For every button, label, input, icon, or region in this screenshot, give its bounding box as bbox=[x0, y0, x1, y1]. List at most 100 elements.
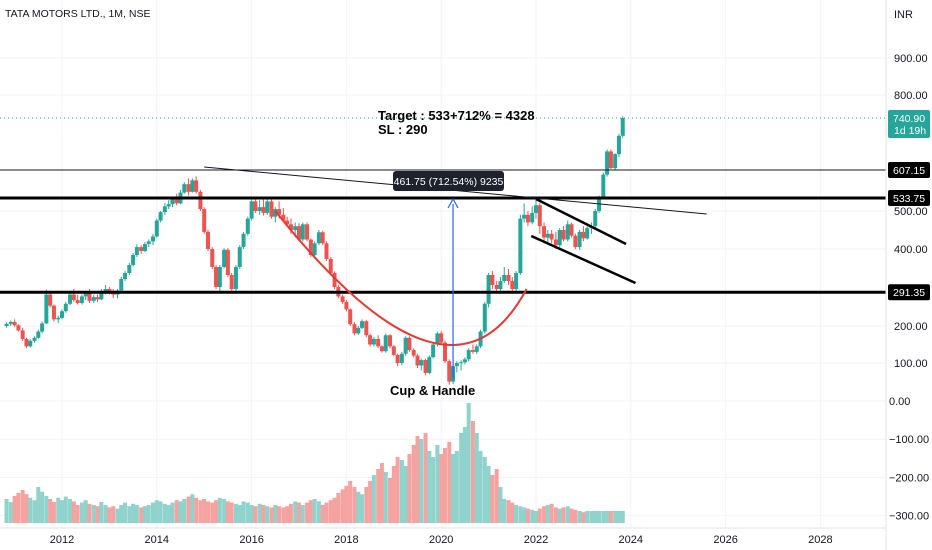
y-axis-ticks: 900.00 800.00 500.00 400.00 200.00 100.00 0.00… bbox=[889, 53, 929, 523]
osc-tick-label: −100.00 bbox=[889, 434, 929, 446]
candle-body bbox=[498, 281, 503, 289]
volume-bar bbox=[60, 500, 64, 523]
volume-bar bbox=[553, 507, 558, 523]
volume-bar bbox=[119, 505, 124, 523]
target-annotation: Target : 533+712% = 4328 bbox=[378, 108, 535, 123]
volume-bar bbox=[601, 511, 606, 523]
volume-bar bbox=[498, 487, 503, 523]
candle-body bbox=[60, 311, 64, 318]
candle-body bbox=[4, 323, 9, 326]
volume-bar bbox=[134, 505, 139, 523]
volume-bar bbox=[388, 478, 393, 523]
volume-bar bbox=[178, 501, 183, 523]
y-tick-label: 100.00 bbox=[894, 358, 928, 370]
level-label-bg bbox=[888, 284, 930, 301]
volume-bar bbox=[68, 499, 73, 523]
y-tick-label: 200.00 bbox=[894, 321, 928, 333]
candle-body bbox=[320, 232, 325, 244]
candle-series bbox=[4, 116, 625, 385]
candle-body bbox=[249, 201, 254, 219]
volume-bar bbox=[545, 505, 550, 523]
candle-body bbox=[241, 233, 246, 248]
x-axis-ticks: 2012 2014 2016 2018 2020 2022 2024 2026 2028 bbox=[50, 534, 833, 546]
volume-bar bbox=[514, 505, 519, 523]
candle-body bbox=[95, 297, 100, 300]
candle-body bbox=[281, 214, 286, 221]
volume-series bbox=[4, 403, 625, 523]
volume-bar bbox=[530, 509, 535, 523]
candle-body bbox=[166, 204, 171, 207]
candle-body bbox=[233, 267, 238, 289]
candle-body bbox=[514, 273, 519, 289]
volume-bar bbox=[565, 506, 570, 523]
volume-bar bbox=[51, 502, 56, 523]
volume-bar bbox=[32, 500, 37, 523]
volume-bar bbox=[261, 505, 266, 523]
candle-body bbox=[518, 218, 523, 273]
candle-body bbox=[186, 184, 191, 192]
volume-bar bbox=[83, 500, 88, 523]
volume-bar bbox=[415, 436, 420, 523]
volume-bar bbox=[237, 505, 242, 523]
candle-body bbox=[348, 309, 353, 325]
volume-bar bbox=[352, 487, 357, 523]
candle-body bbox=[190, 180, 195, 192]
candle-body bbox=[36, 331, 41, 338]
volume-bar bbox=[332, 497, 337, 523]
volume-bar bbox=[478, 451, 483, 523]
volume-bar bbox=[8, 502, 13, 523]
candle-body bbox=[553, 239, 558, 246]
y-tick-label: 900.00 bbox=[894, 53, 928, 65]
volume-bar bbox=[312, 499, 317, 523]
candle-body bbox=[205, 231, 210, 249]
volume-bar bbox=[494, 469, 499, 523]
candle-body bbox=[300, 224, 305, 240]
y-tick-label: 500.00 bbox=[894, 206, 928, 218]
osc-tick-label: −200.00 bbox=[889, 472, 929, 484]
x-tick-label: 2018 bbox=[334, 534, 358, 546]
volume-bar bbox=[324, 502, 329, 523]
volume-bar bbox=[442, 448, 447, 523]
volume-bar bbox=[63, 496, 68, 523]
candle-body bbox=[293, 226, 298, 230]
volume-bar bbox=[510, 502, 515, 523]
volume-bar bbox=[111, 506, 116, 523]
volume-bar bbox=[127, 506, 132, 523]
currency-label[interactable]: INR bbox=[894, 9, 913, 21]
volume-bar bbox=[194, 497, 199, 523]
candle-body bbox=[285, 220, 290, 225]
volume-bar bbox=[146, 505, 151, 523]
volume-bar bbox=[225, 501, 230, 523]
volume-bar bbox=[71, 501, 76, 523]
volume-bar bbox=[340, 489, 345, 523]
candle-body bbox=[103, 289, 108, 291]
candle-body bbox=[99, 290, 104, 300]
cup-curve bbox=[274, 210, 528, 346]
volume-bar bbox=[115, 508, 120, 523]
volume-bar bbox=[186, 496, 191, 523]
chart-title: TATA MOTORS LTD., 1M, NSE bbox=[5, 8, 150, 20]
candle-body bbox=[131, 255, 136, 265]
candle-body bbox=[332, 273, 337, 287]
candle-body bbox=[245, 218, 250, 234]
volume-bar bbox=[190, 494, 195, 523]
candle-body bbox=[44, 294, 49, 324]
x-tick-label: 2012 bbox=[50, 534, 74, 546]
candle-body bbox=[486, 275, 491, 304]
x-tick-label: 2028 bbox=[808, 534, 832, 546]
volume-bar bbox=[518, 506, 523, 523]
candle-body bbox=[616, 135, 621, 155]
candle-body bbox=[608, 151, 613, 169]
volume-bar bbox=[103, 505, 108, 523]
volume-bar bbox=[423, 433, 428, 523]
volume-bar bbox=[522, 507, 527, 523]
price-axis[interactable] bbox=[886, 0, 932, 550]
candle-body bbox=[210, 249, 215, 267]
volume-bar bbox=[316, 501, 321, 523]
volume-bar bbox=[585, 511, 590, 523]
candle-body bbox=[316, 232, 321, 244]
volume-bar bbox=[395, 457, 400, 523]
volume-bar bbox=[265, 506, 270, 523]
volume-bar bbox=[451, 454, 456, 523]
